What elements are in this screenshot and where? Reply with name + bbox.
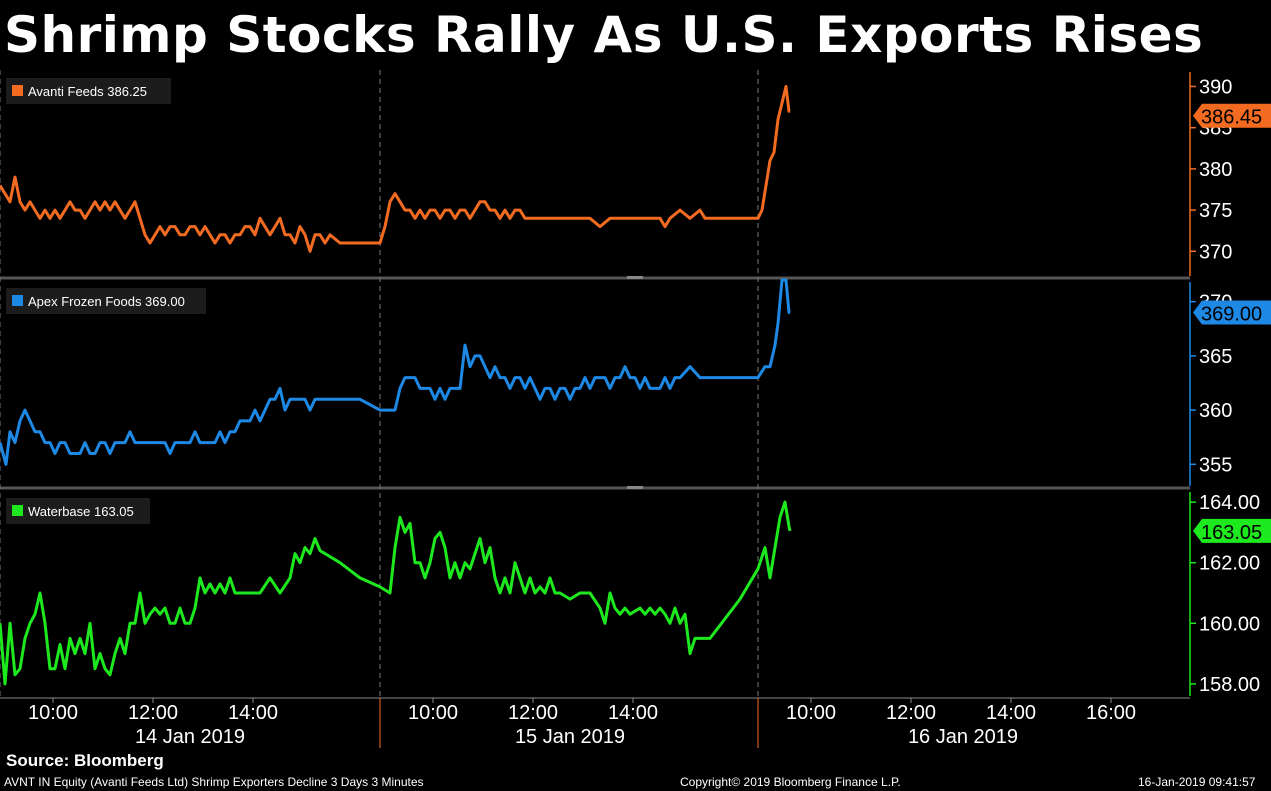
panel-bottom: 158.00 160.00 162.00 164.00 Waterbase 163.05… — [0, 492, 1271, 696]
series-line-avanti — [0, 85, 791, 253]
x-tick-label: 10:00 — [408, 702, 458, 724]
y-tick-label: 160.00 — [1199, 613, 1260, 635]
footer-timestamp: 16-Jan-2019 09:41:57 — [1138, 775, 1256, 789]
x-tick-label: 10:00 — [28, 702, 78, 724]
legend-swatch — [12, 295, 23, 306]
last-price-tag — [1193, 518, 1271, 543]
day-label: 16 Jan 2019 — [908, 726, 1018, 748]
series-line-waterbase — [0, 500, 792, 686]
footer-copyright: Copyright© 2019 Bloomberg Finance L.P. — [680, 775, 901, 789]
legend-label: Avanti Feeds 386.25 — [28, 84, 147, 99]
legend-label: Waterbase 163.05 — [28, 504, 134, 519]
last-price-tag — [1193, 103, 1271, 128]
panel-middle: 355360365370Apex Frozen Foods 369.00369.… — [0, 278, 1271, 486]
footer-ticker: AVNT IN Equity (Avanti Feeds Ltd) Shrimp… — [4, 775, 424, 789]
y-tick-label: 370 — [1199, 241, 1232, 263]
y-tick-label: 355 — [1199, 454, 1232, 476]
y-tick-label: 380 — [1199, 159, 1232, 181]
grid-layer — [0, 70, 1190, 696]
y-tick-label: 158.00 — [1199, 674, 1260, 696]
y-tick-label: 365 — [1199, 346, 1232, 368]
legend-box — [6, 498, 150, 524]
x-tick-label: 14:00 — [608, 702, 658, 724]
x-axis: 10:00 12:00 14:00 10:00 12:00 14:00 10:00 12:00… — [0, 697, 1190, 748]
y-tick-label: 164.00 — [1199, 492, 1260, 514]
x-tick-label: 12:00 — [886, 702, 936, 724]
resize-handle[interactable] — [627, 486, 643, 489]
source-label: Source: Bloomberg — [6, 751, 164, 770]
resize-handle[interactable] — [627, 276, 643, 279]
y-tick-label: 162.00 — [1199, 553, 1260, 575]
x-tick-label: 14:00 — [228, 702, 278, 724]
x-tick-label: 12:00 — [508, 702, 558, 724]
x-tick-label: 10:00 — [786, 702, 836, 724]
x-tick-label: 16:00 — [1086, 702, 1136, 724]
x-tick-label: 14:00 — [986, 702, 1036, 724]
last-price-label: 386.45 — [1201, 107, 1262, 129]
legend-box — [6, 288, 206, 314]
legend-box — [6, 78, 171, 104]
last-price-label: 163.05 — [1201, 522, 1262, 544]
y-tick-label: 360 — [1199, 400, 1232, 422]
legend-swatch — [12, 85, 23, 96]
y-tick-label: 375 — [1199, 200, 1232, 222]
day-label: 15 Jan 2019 — [515, 726, 625, 748]
last-price-tag — [1193, 300, 1271, 325]
y-tick-label: 390 — [1199, 76, 1232, 98]
legend-label: Apex Frozen Foods 369.00 — [28, 294, 185, 309]
series-line-apex — [0, 278, 791, 466]
x-tick-label: 12:00 — [128, 702, 178, 724]
last-price-label: 369.00 — [1201, 304, 1262, 326]
day-label: 14 Jan 2019 — [135, 726, 245, 748]
headline: Shrimp Stocks Rally As U.S. Exports Rise… — [4, 6, 1204, 64]
legend-swatch — [12, 505, 23, 516]
